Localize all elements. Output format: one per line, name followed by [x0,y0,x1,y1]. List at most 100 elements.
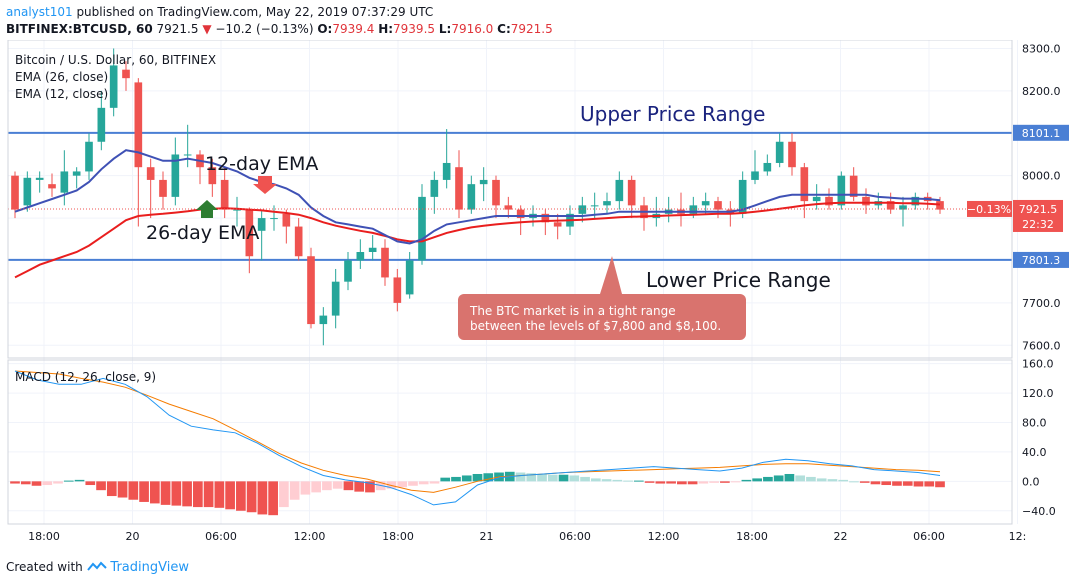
candle-body [775,141,784,163]
up-arrow-icon [196,200,218,218]
countdown-label: 22:32 [1022,218,1054,231]
open-value: 7939.4 [332,22,375,36]
upper-range-label: Upper Price Range [580,102,765,126]
macd-histogram-bar [720,481,730,483]
candle-body [220,179,229,210]
candle-body [701,201,710,206]
macd-histogram-bar [311,481,322,493]
last-price: 7921.5 [156,22,199,36]
macd-histogram-bar [128,481,139,500]
macd-histogram-bar [902,481,913,486]
macd-histogram-bar [20,481,31,485]
candle-body [751,171,759,180]
macd-histogram-bar [440,477,451,482]
author-link[interactable]: analyst101 [6,5,73,19]
macd-histogram-bar [418,481,429,485]
macd-histogram-bar [96,481,106,491]
last-price-tag [1013,199,1063,232]
candle-body [467,184,476,210]
candle-body [208,167,217,185]
macd-histogram-bar [106,481,117,497]
macd-histogram-bar [827,479,838,482]
macd-histogram-bar [53,481,63,484]
macd-line [14,370,941,506]
x-tick-label: 06:00 [559,530,591,543]
macd-histogram-bar [590,478,601,482]
macd-histogram-bar [279,481,289,508]
macd-histogram-bar [870,481,881,485]
macd-histogram-bar [343,481,354,491]
axes: 18:00 20 06:00 12:00 18:00 21 06:00 12:00 18:00 2… [7,40,1069,543]
high-value: 7939.5 [393,22,436,36]
macd-histogram-bar [322,481,332,491]
macd-tick-label: 80.0 [1022,417,1047,430]
macd-histogram-bar [451,476,461,482]
macd-histogram-bar [257,481,268,515]
macd-histogram-bar [74,479,85,482]
x-tick-label: 12:00 [294,530,326,543]
macd-histogram-bar [117,481,128,498]
chart-canvas[interactable]: 18:00 20 06:00 12:00 18:00 21 06:00 12:00 18:00 2… [0,40,1073,555]
ema12-label: 12-day EMA [205,153,318,175]
candle-body [122,69,130,79]
price-panel-frame [7,40,1013,359]
x-tick-label: 12: [1009,530,1027,543]
candle-body [393,277,402,303]
macd-histogram-bar [31,481,42,486]
price-marks [8,48,1012,346]
macd-histogram-bar [160,481,171,505]
macd-histogram-bar [236,481,246,511]
macd-histogram-bar [612,479,623,482]
macd-histogram-bar [85,481,96,486]
candle-body [615,179,624,202]
candle-body [812,196,821,202]
candle-body [97,107,106,142]
candle-body [479,179,488,185]
macd-histogram-bar [741,479,752,482]
macd-tick-label: −40.0 [1022,505,1056,518]
macd-histogram-bar [300,481,311,495]
candle-body [60,171,69,193]
lower-range-label: Lower Price Range [646,268,831,292]
candle-body [109,65,118,108]
candle-body [146,167,155,180]
x-tick-label: 18:00 [28,530,60,543]
callout-box [458,294,746,340]
candle-body [307,256,315,325]
x-tick-label: 06:00 [913,530,945,543]
candle-body [603,201,611,206]
candle-body [738,179,747,214]
candle-body [455,167,463,210]
x-tick-label: 12:00 [648,530,680,543]
macd-histogram-bar [644,481,655,483]
chart-header: analyst101 published on TradingView.com,… [6,4,553,38]
candle-body [344,260,352,282]
candle-body [911,196,920,206]
publish-info: published on TradingView.com, May 22, 20… [76,5,434,19]
candle-body [886,201,895,210]
candle-body [245,209,254,257]
publish-line: analyst101 published on TradingView.com,… [6,4,553,21]
x-tick-label: 06:00 [205,530,237,543]
macd-histogram-bar [838,479,849,482]
x-tick-label: 18:00 [382,530,414,543]
change-tag-label: −0.13% [967,203,1011,216]
candle-body [85,141,93,172]
ema26-label: 26-day EMA [146,222,259,244]
macd-histogram-bar [881,481,892,486]
tradingview-brand[interactable]: TradingView [110,560,189,575]
candle-body [405,260,414,295]
candle-body [492,179,500,206]
macd-signal-line [14,370,941,493]
macd-histogram-bar [42,481,53,486]
macd-histogram-bar [429,481,440,484]
range-price-tag [1013,124,1069,141]
candle-body [541,213,550,223]
change-arrow-icon: ▼ [202,22,212,36]
candle-body [270,218,278,220]
candle-body [714,201,722,210]
macd-tick-label: 120.0 [1022,387,1054,400]
candle-body [800,167,809,202]
price-tick-label: 8000.0 [1022,170,1061,183]
candle-body [368,247,377,252]
